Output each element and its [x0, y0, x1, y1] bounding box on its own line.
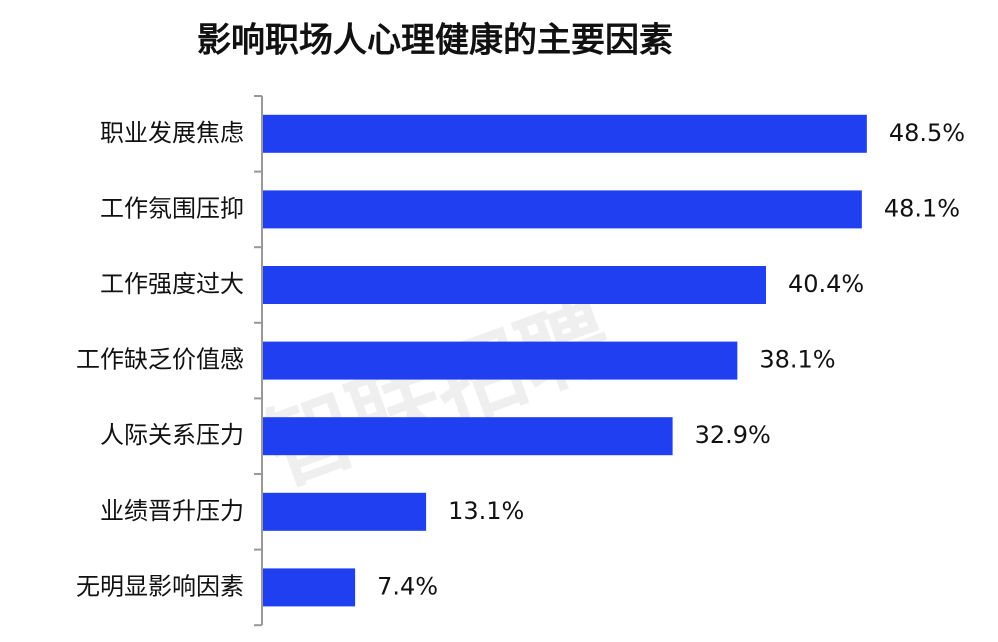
bar: [263, 114, 867, 153]
y-tick-label: 工作缺乏价值感: [76, 346, 244, 374]
y-tick-label: 人际关系压力: [100, 421, 244, 449]
value-label: 38.1%: [759, 346, 835, 374]
value-label: 32.9%: [695, 421, 771, 449]
y-tick-label: 工作氛围压抑: [100, 194, 244, 222]
value-label: 40.4%: [788, 270, 864, 298]
chart-title: 影响职场人心理健康的主要因素: [197, 21, 673, 61]
bar: [263, 492, 427, 531]
value-label: 48.1%: [884, 194, 960, 222]
bar: [263, 341, 738, 380]
y-tick-label: 无明显影响因素: [76, 572, 244, 600]
bar: [263, 568, 356, 607]
watermark: 智联招聘: [251, 284, 625, 506]
bar: [263, 190, 862, 229]
bar: [263, 266, 766, 304]
value-label: 7.4%: [377, 572, 438, 600]
value-label: 48.5%: [889, 119, 965, 147]
y-tick-label: 工作强度过大: [100, 270, 244, 298]
y-tick-label: 业绩晋升压力: [100, 497, 244, 525]
value-label: 13.1%: [448, 497, 524, 525]
y-tick-label: 职业发展焦虑: [100, 119, 244, 147]
bar: [263, 417, 673, 456]
